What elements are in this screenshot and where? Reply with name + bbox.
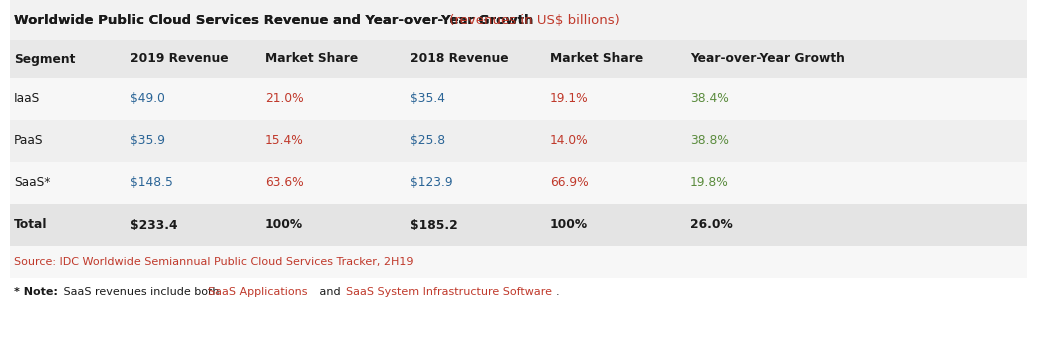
Text: $185.2: $185.2: [410, 219, 457, 231]
Bar: [10, 204, 1027, 246]
Text: $123.9: $123.9: [410, 176, 452, 189]
Text: PaaS: PaaS: [15, 135, 44, 148]
Text: Source: IDC Worldwide Semiannual Public Cloud Services Tracker, 2H19: Source: IDC Worldwide Semiannual Public …: [15, 257, 414, 267]
Bar: [10, 246, 1027, 278]
Text: and: and: [316, 287, 344, 297]
Text: 66.9%: 66.9%: [550, 176, 589, 189]
Bar: [10, 162, 1027, 204]
Text: $233.4: $233.4: [130, 219, 177, 231]
Text: $35.4: $35.4: [410, 93, 445, 105]
Text: 2018 Revenue: 2018 Revenue: [410, 53, 508, 66]
Text: 26.0%: 26.0%: [690, 219, 733, 231]
Text: Segment: Segment: [15, 53, 76, 66]
Text: 100%: 100%: [550, 219, 588, 231]
Text: Market Share: Market Share: [265, 53, 358, 66]
Text: $25.8: $25.8: [410, 135, 445, 148]
Text: 19.8%: 19.8%: [690, 176, 729, 189]
Text: 19.1%: 19.1%: [550, 93, 589, 105]
Text: $49.0: $49.0: [130, 93, 165, 105]
Text: SaaS Applications: SaaS Applications: [208, 287, 308, 297]
Bar: [10, 78, 1027, 120]
Text: $148.5: $148.5: [130, 176, 173, 189]
Text: 63.6%: 63.6%: [265, 176, 304, 189]
Text: Market Share: Market Share: [550, 53, 643, 66]
Text: .: .: [556, 287, 560, 297]
Text: SaaS revenues include both: SaaS revenues include both: [60, 287, 223, 297]
Text: 2019 Revenue: 2019 Revenue: [130, 53, 228, 66]
Text: Worldwide Public Cloud Services Revenue and Year-over-Year Growth: Worldwide Public Cloud Services Revenue …: [15, 13, 533, 27]
Text: $35.9: $35.9: [130, 135, 165, 148]
Bar: [10, 0, 1027, 40]
Text: Worldwide Public Cloud Services Revenue and Year-over-Year Growth: Worldwide Public Cloud Services Revenue …: [15, 13, 533, 27]
Text: Worldwide Public Cloud Services Revenue and Year-over-Year Growth (revenues in U: Worldwide Public Cloud Services Revenue …: [15, 13, 731, 27]
Text: SaaS*: SaaS*: [15, 176, 51, 189]
Bar: [10, 120, 1027, 162]
Text: * Note:: * Note:: [15, 287, 58, 297]
Text: 21.0%: 21.0%: [265, 93, 304, 105]
Text: Total: Total: [15, 219, 48, 231]
Text: Year-over-Year Growth: Year-over-Year Growth: [690, 53, 845, 66]
Text: (revenues in US$ billions): (revenues in US$ billions): [445, 13, 620, 27]
Text: 14.0%: 14.0%: [550, 135, 589, 148]
Text: SaaS System Infrastructure Software: SaaS System Infrastructure Software: [346, 287, 552, 297]
Text: IaaS: IaaS: [15, 93, 40, 105]
Text: 38.4%: 38.4%: [690, 93, 729, 105]
Bar: [10, 40, 1027, 78]
Text: 38.8%: 38.8%: [690, 135, 729, 148]
Text: 15.4%: 15.4%: [265, 135, 304, 148]
Text: 100%: 100%: [265, 219, 303, 231]
